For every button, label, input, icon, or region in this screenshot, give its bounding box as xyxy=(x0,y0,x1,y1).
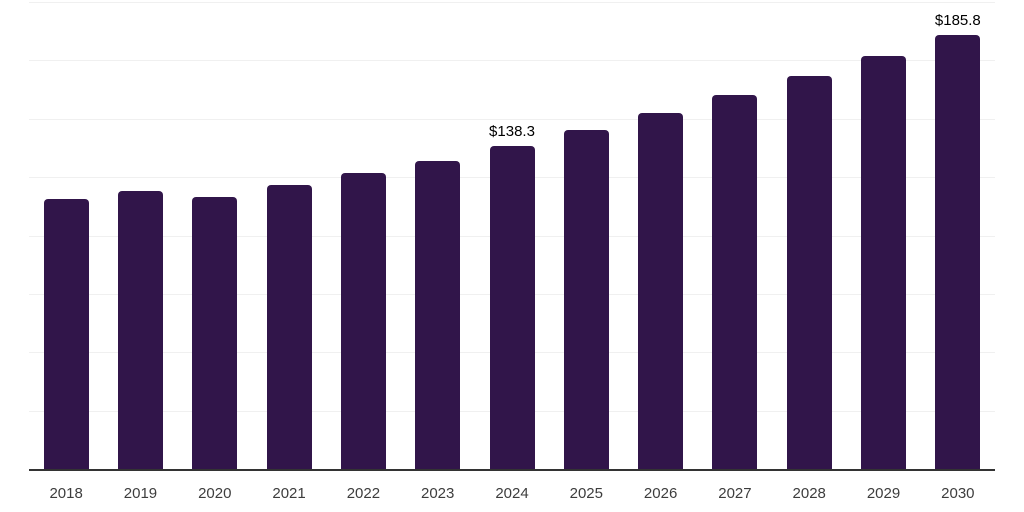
x-tick-label-2021: 2021 xyxy=(272,485,306,502)
x-tick-label-2025: 2025 xyxy=(569,485,603,502)
data-label-2030: $185.8 xyxy=(934,12,981,30)
data-label-2024: $138.3 xyxy=(489,123,535,141)
gridline xyxy=(29,118,995,120)
x-tick-label-2030: 2030 xyxy=(941,485,975,502)
gridline xyxy=(29,2,995,3)
x-tick-label-2028: 2028 xyxy=(792,485,826,502)
x-tick-label-2023: 2023 xyxy=(421,485,455,502)
bar-2020 xyxy=(192,197,238,469)
x-axis-line xyxy=(29,469,995,471)
x-tick-label-2026: 2026 xyxy=(643,485,678,502)
bar-2022 xyxy=(340,173,386,469)
bar-2026 xyxy=(638,112,684,469)
bar-2028 xyxy=(786,75,832,469)
x-tick-label-2029: 2029 xyxy=(866,485,901,502)
x-tick-label-2024: 2024 xyxy=(495,485,529,502)
bar-2025 xyxy=(563,129,609,469)
x-tick-label-2027: 2027 xyxy=(718,485,752,502)
x-tick-label-2020: 2020 xyxy=(198,485,232,502)
bar-2030 xyxy=(935,35,981,469)
bar-2023 xyxy=(415,160,461,469)
bar-2029 xyxy=(861,55,907,469)
bar-2024 xyxy=(489,146,535,469)
bar-2027 xyxy=(712,94,758,469)
gridline xyxy=(29,60,995,62)
x-tick-label-2019: 2019 xyxy=(123,485,158,502)
x-tick-label-2018: 2018 xyxy=(49,485,83,502)
bar-2021 xyxy=(266,184,312,469)
bar-2019 xyxy=(117,191,163,469)
bar-2018 xyxy=(43,198,89,469)
x-tick-label-2022: 2022 xyxy=(346,485,381,502)
